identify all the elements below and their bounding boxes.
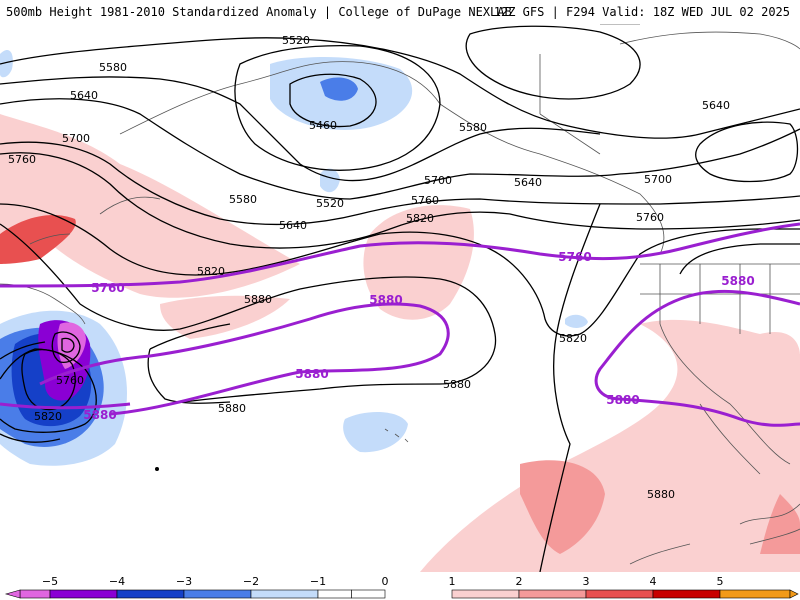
contour-label: 5580: [459, 121, 487, 134]
contour-label: 5520: [316, 197, 344, 210]
contour-label: 5760: [56, 374, 84, 387]
contour-label: 5760: [8, 153, 36, 166]
contour-label: 5580: [99, 61, 127, 74]
contour-label: 5640: [514, 176, 542, 189]
contour-label: 5640: [702, 99, 730, 112]
positive-anomaly-mid-pacific: [363, 205, 474, 320]
contour-label: 5700: [644, 173, 672, 186]
colorbar-segment: [451, 589, 520, 599]
reference-contour-labels: 5760 5760 5880 5880 5880 5880 5880: [83, 250, 754, 422]
contour-label: 5580: [229, 193, 257, 206]
colorbar-segment: [652, 589, 721, 599]
contour-label: 5640: [279, 219, 307, 232]
contour-label-purple: 5880: [606, 393, 639, 407]
colorbar-segment: [518, 589, 587, 599]
contour-labels: 5520 5580 5640 5700 5760 5460 5520 5580 …: [8, 34, 730, 501]
contour-label: 5760: [636, 211, 664, 224]
negative-anomaly-small-1: [320, 168, 340, 193]
colorbar-tick-label: 3: [582, 575, 590, 588]
contour-label: 5640: [70, 89, 98, 102]
colorbar-tick-label: 0: [381, 575, 389, 588]
colorbar: −5 −4 −3 −2 −1 0 1 2 3 4 5: [0, 572, 800, 600]
positive-anomaly-east-pacific: [420, 319, 800, 572]
colorbar-segment: [183, 589, 252, 599]
contour-label: 5760: [411, 194, 439, 207]
colorbar-segment: [250, 589, 319, 599]
header: 500mb Height 1981-2010 Standardized Anom…: [0, 0, 800, 24]
colorbar-segment: [351, 589, 386, 599]
contour-label: 5820: [559, 332, 587, 345]
negative-anomaly-hawaii: [343, 412, 408, 453]
positive-anomaly-japan-core: [0, 214, 76, 264]
colorbar-segment: [317, 589, 352, 599]
contour-label-purple: 5880: [721, 274, 754, 288]
colorbar-tick-label: −4: [108, 575, 126, 588]
colorbar-segment: [719, 589, 791, 599]
contour-label-purple: 5880: [83, 408, 116, 422]
colorbar-end-arrow: [4, 589, 21, 599]
colorbar-tick-label: −3: [175, 575, 193, 588]
colorbar-tick-label: 5: [716, 575, 724, 588]
map-title: 500mb Height 1981-2010 Standardized Anom…: [6, 5, 512, 19]
colorbar-segment: [116, 589, 185, 599]
contour-label: 5460: [309, 119, 337, 132]
contour-label: 5880: [218, 402, 246, 415]
hawaii-islands: [384, 428, 409, 443]
height-contours: [0, 25, 800, 572]
colorbar-segment: [19, 589, 51, 599]
contour-label-purple: 5880: [295, 367, 328, 381]
negative-anomaly-small-2: [0, 49, 13, 78]
colorbar-tick-label: 4: [649, 575, 657, 588]
positive-anomaly-core-1: [520, 460, 605, 554]
contour-label-purple: 5760: [91, 281, 124, 295]
positive-anomaly-central-pacific: [160, 295, 290, 339]
contour-label: 5700: [424, 174, 452, 187]
negative-anomaly-east: [565, 314, 588, 328]
contour-label: 5880: [647, 488, 675, 501]
colorbar-segment: [585, 589, 654, 599]
negative-anomaly-gulf-alaska-2: [320, 77, 358, 101]
contour-label-purple: 5880: [369, 293, 402, 307]
contour-label: 5820: [197, 265, 225, 278]
contour-label: 5700: [62, 132, 90, 145]
contour-label: 5820: [406, 212, 434, 225]
contour-label-purple: 5760: [558, 250, 591, 264]
model-run-valid-time: 12Z GFS | F294 Valid: 18Z WED JUL 02 202…: [493, 5, 790, 19]
colorbar-tick-label: 2: [515, 575, 523, 588]
anomaly-map: 5520 5580 5640 5700 5760 5460 5520 5580 …: [0, 24, 800, 572]
contour-label: 5820: [34, 410, 62, 423]
contour-label: 5520: [282, 34, 310, 47]
colorbar-tick-label: −5: [41, 575, 59, 588]
colorbar-segment: [49, 589, 118, 599]
reference-contours: [0, 222, 800, 427]
contour-label: 5880: [244, 293, 272, 306]
colorbar-tick-label: −1: [309, 575, 327, 588]
anomaly-shading: [0, 49, 800, 572]
island-marker: [155, 467, 159, 471]
positive-anomaly-nw-pacific: [0, 114, 300, 298]
colorbar-tick-label: 1: [448, 575, 456, 588]
contour-label: 5880: [443, 378, 471, 391]
colorbar-tick-label: −2: [242, 575, 260, 588]
colorbar-end-arrow: [789, 589, 799, 599]
colorbar-segments: [4, 589, 799, 599]
